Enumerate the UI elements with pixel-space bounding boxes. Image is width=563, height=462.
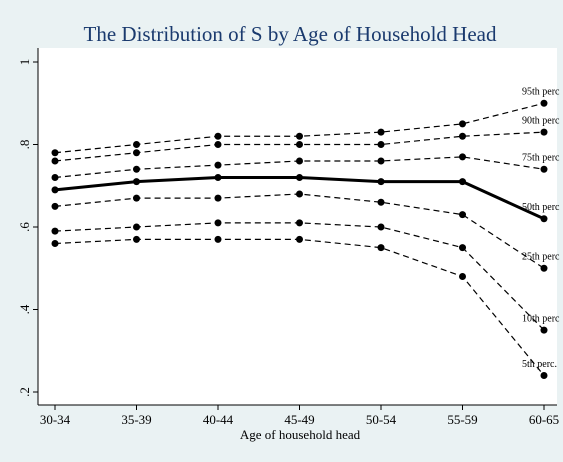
point (214, 161, 222, 169)
series-label: 5th perc. (522, 359, 557, 370)
y-tick-label: .2 (17, 387, 32, 397)
series-label: 10th perc (522, 313, 560, 324)
point (133, 165, 140, 173)
point (377, 244, 385, 252)
point (296, 132, 303, 140)
y-tick-label: .8 (17, 140, 32, 150)
point (540, 326, 548, 334)
point (540, 215, 548, 223)
point (296, 157, 303, 165)
x-axis-label: Age of household head (240, 427, 361, 442)
series-label: 95th perc (522, 87, 560, 98)
point (540, 128, 548, 136)
point (214, 132, 222, 140)
x-tick-label: 30-34 (40, 412, 71, 427)
point (51, 240, 59, 247)
x-tick-label: 55-59 (447, 412, 477, 427)
series-label: 90th perc (522, 115, 560, 126)
y-tick-label: .4 (17, 304, 32, 314)
point (51, 186, 59, 194)
point (214, 141, 222, 148)
point (377, 198, 385, 206)
point (51, 227, 59, 235)
x-tick-label: 60-65 (529, 412, 559, 427)
series-label: 50th perc (522, 202, 560, 213)
point (51, 202, 59, 210)
point (459, 132, 466, 140)
point (296, 141, 303, 148)
point (459, 120, 466, 128)
x-tick-label: 35-39 (121, 412, 151, 427)
point (459, 178, 466, 186)
point (459, 211, 466, 219)
point (133, 141, 140, 148)
point (459, 244, 466, 252)
point (214, 174, 222, 181)
point (133, 149, 140, 157)
point (377, 128, 385, 136)
point (296, 174, 303, 181)
y-tick-label: .6 (17, 222, 32, 232)
point (133, 178, 140, 186)
point (540, 99, 548, 107)
x-tick-label: 45-49 (284, 412, 314, 427)
y-tick-label: 1 (17, 59, 32, 66)
point (377, 223, 385, 231)
point (214, 235, 222, 243)
series-label: 75th perc (522, 153, 560, 164)
point (296, 190, 303, 198)
point (133, 223, 140, 231)
point (377, 178, 385, 186)
point (540, 372, 548, 379)
point (540, 264, 548, 272)
point (51, 174, 59, 181)
x-tick-label: 40-44 (203, 412, 234, 427)
point (214, 194, 222, 202)
point (459, 153, 466, 161)
point (51, 157, 59, 165)
point (296, 235, 303, 243)
plot-area (38, 48, 557, 405)
series-label: 25th perc (522, 252, 560, 263)
point (133, 194, 140, 202)
point (459, 273, 466, 280)
point (377, 157, 385, 165)
point (540, 165, 548, 173)
point (214, 219, 222, 227)
point (51, 149, 59, 157)
point (296, 219, 303, 227)
point (377, 141, 385, 148)
point (133, 235, 140, 243)
chart-title: The Distribution of S by Age of Househol… (84, 22, 497, 46)
x-tick-label: 50-54 (366, 412, 397, 427)
